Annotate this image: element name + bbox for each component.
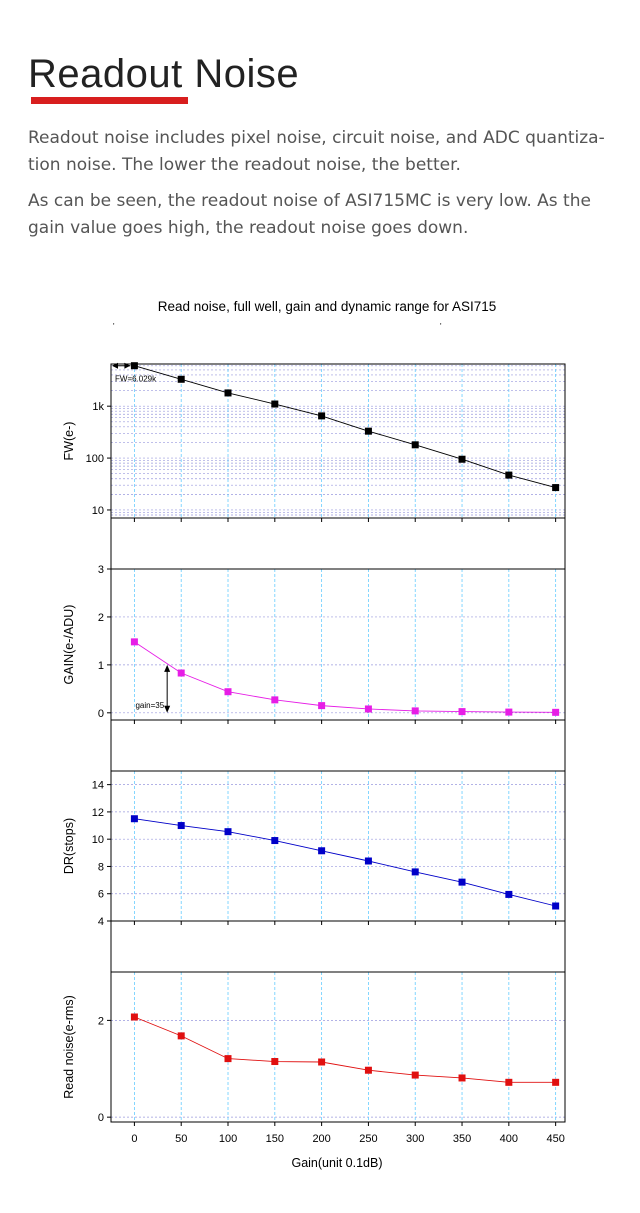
read_noise-panel: 0 2 Read noise(e-rms) <box>62 971 566 1126</box>
gain-ytick-label: 3 <box>98 564 104 576</box>
gain-panel: 0 1 2 3 GAIN(e-/ADU) gain=35 <box>62 564 566 724</box>
gain-point <box>411 707 419 715</box>
dr-point <box>271 837 279 845</box>
fw-arrowhead-left <box>112 362 118 369</box>
x-tick-label: 400 <box>500 1133 518 1145</box>
chart-panels: 101001kFW(e-)FW=6.029k0123GAIN(e-/ADU)ga… <box>62 362 566 1126</box>
dr-ytick-label: 8 <box>98 861 104 873</box>
read_noise-ylabel: Read noise(e-rms) <box>62 995 76 1099</box>
dr-point <box>177 822 185 830</box>
fw-point <box>411 441 419 449</box>
fw-ytick-label: 10 <box>92 505 104 517</box>
x-tick-label: 250 <box>359 1133 377 1145</box>
x-tick-label: 300 <box>406 1133 424 1145</box>
x-tick-label: 150 <box>266 1133 284 1145</box>
fw-point <box>130 362 138 370</box>
detail-paragraph: As can be seen, the readout noise of ASI… <box>28 191 591 238</box>
read_noise-point <box>271 1058 279 1066</box>
dr-ytick-label: 12 <box>92 807 104 819</box>
read_noise-point <box>552 1078 560 1086</box>
read_noise-ytick-label: 0 <box>98 1112 104 1124</box>
gain-ytick-label: 1 <box>98 660 104 672</box>
gain-point <box>318 702 326 710</box>
x-tick-label: 450 <box>546 1133 564 1145</box>
gain-arrowhead-up <box>164 664 171 672</box>
fw-ylabel: FW(e-) <box>62 422 76 461</box>
read_noise-ytick-label: 2 <box>98 1015 104 1027</box>
read_noise-frame <box>110 971 566 1123</box>
x-tick-label: 350 <box>453 1133 471 1145</box>
x-tick-label: 50 <box>175 1133 187 1145</box>
fw-point <box>224 389 232 397</box>
gain-arrowhead-down <box>164 705 171 713</box>
x-tick-label: 0 <box>131 1133 137 1145</box>
dr-panel: 4 6 8 10 12 14 DR(stops) <box>62 770 566 928</box>
read_noise-point <box>130 1013 138 1021</box>
gain-frame <box>110 568 566 721</box>
intro-paragraph: Readout noise includes pixel noise, circ… <box>28 128 605 175</box>
x-tick-label: 100 <box>219 1133 237 1145</box>
read_noise-point <box>224 1055 232 1063</box>
dr-ytick-label: 4 <box>98 916 104 928</box>
fw-ytick-label: 100 <box>86 453 104 465</box>
dr-point <box>224 828 232 836</box>
section-title: Readout Noise <box>28 52 300 96</box>
gain-annotation: gain=35 <box>135 701 164 710</box>
dr-point <box>364 857 372 865</box>
gain-point <box>458 708 466 716</box>
gain-point <box>224 688 232 696</box>
fw-series-line <box>134 365 556 489</box>
gain-point <box>177 669 185 677</box>
fw-point <box>271 400 279 408</box>
fw-panel: 10 100 1k FW(e-) FW=6.029k <box>62 362 566 522</box>
x-tick-label: 200 <box>312 1133 330 1145</box>
dr-ytick-label: 10 <box>92 834 104 846</box>
read_noise-point <box>458 1074 466 1082</box>
gain-point <box>130 638 138 646</box>
fw-point <box>318 412 326 420</box>
gain-point <box>271 696 279 704</box>
gain-ylabel: GAIN(e-/ADU) <box>62 605 76 685</box>
chart-mark-left: ' <box>113 322 115 331</box>
read_noise-point <box>505 1078 513 1086</box>
gain-point <box>552 708 560 716</box>
fw-annotation: FW=6.029k <box>115 375 157 384</box>
gain-point <box>505 708 513 716</box>
fw-frame <box>110 363 566 519</box>
dr-frame <box>110 770 566 922</box>
dr-point <box>458 878 466 886</box>
dr-ylabel: DR(stops) <box>62 818 76 874</box>
dr-point <box>505 890 513 898</box>
chart-mark-right: ' <box>440 322 442 331</box>
gain-ytick-label: 2 <box>98 612 104 624</box>
gain-point <box>364 705 372 713</box>
dr-point <box>318 847 326 855</box>
fw-point <box>505 471 513 479</box>
gain-series-line <box>134 641 556 713</box>
read_noise-series-line <box>134 1016 556 1083</box>
read_noise-point <box>364 1066 372 1074</box>
chart-title: Read noise, full well, gain and dynamic … <box>158 299 496 314</box>
read_noise-point <box>411 1071 419 1079</box>
read_noise-point <box>318 1058 326 1066</box>
dr-ytick-label: 6 <box>98 889 104 901</box>
read_noise-point <box>177 1032 185 1040</box>
dr-point <box>411 868 419 876</box>
gain-ytick-label: 0 <box>98 708 104 720</box>
fw-point <box>552 484 560 492</box>
fw-arrowhead-right <box>124 362 131 369</box>
dr-ytick-label: 14 <box>92 780 104 792</box>
readout-noise-chart: Read noise, full well, gain and dynamic … <box>62 299 566 1170</box>
title-underline <box>31 97 188 104</box>
fw-point <box>364 427 372 435</box>
dr-point <box>130 815 138 823</box>
dr-series-line <box>134 818 556 907</box>
dr-point <box>552 902 560 910</box>
x-axis: 0 50 100 150 200 250 300 350 400 450 <box>131 1133 564 1145</box>
fw-ytick-label: 1k <box>92 401 104 413</box>
x-axis-label: Gain(unit 0.1dB) <box>291 1156 382 1170</box>
fw-point <box>458 455 466 463</box>
fw-point <box>177 375 185 383</box>
